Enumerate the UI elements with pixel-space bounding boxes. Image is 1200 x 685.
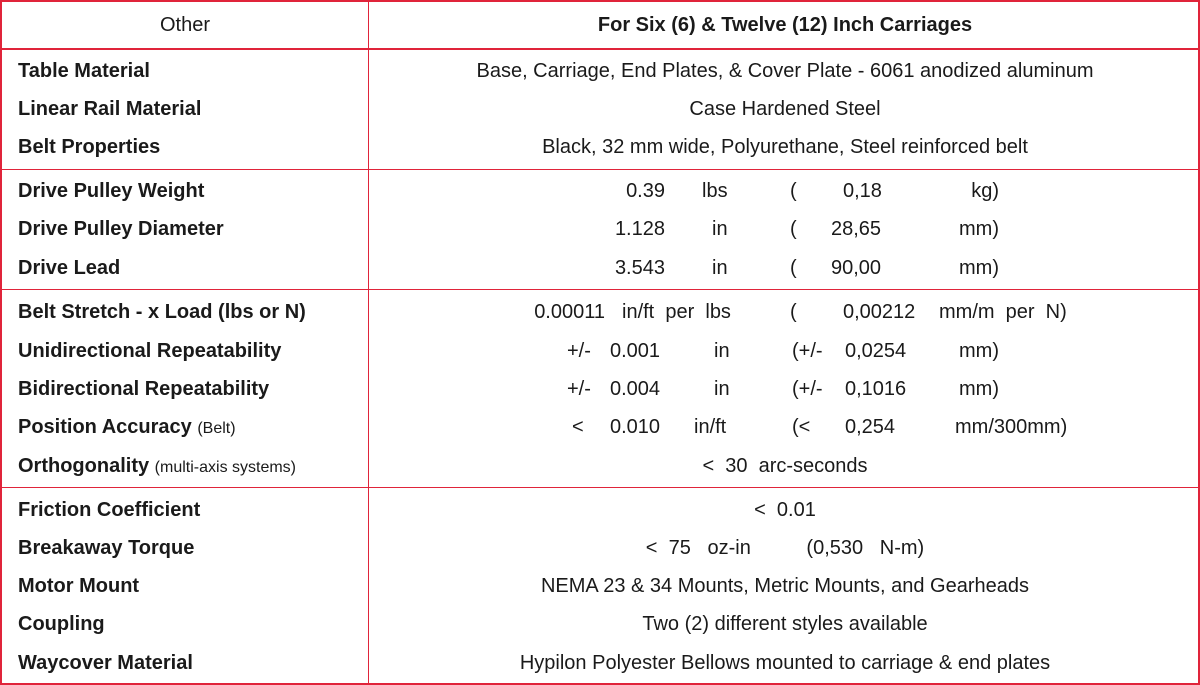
position-accuracy-metric: 0,254 xyxy=(845,416,896,438)
uni-repeat-metric-unit: mm) xyxy=(959,340,999,362)
drive-lead-metric-unit: mm) xyxy=(959,257,999,279)
pulley-diameter-open-paren: ( xyxy=(790,218,797,240)
uni-repeat-metric: 0,0254 xyxy=(845,340,907,362)
label-linear-rail-material: Linear Rail Material xyxy=(18,98,202,120)
position-accuracy-note: (Belt) xyxy=(197,420,236,437)
pulley-diameter-imperial-unit: in xyxy=(712,218,728,240)
bi-repeat-open: (+/- xyxy=(792,378,823,400)
pulley-diameter-metric: 28,65 xyxy=(831,218,882,240)
position-accuracy-imperial-unit: in/ft xyxy=(694,416,727,438)
belt-stretch-imperial: 0.00011 xyxy=(534,301,605,323)
label-drive-pulley-diameter: Drive Pulley Diameter xyxy=(18,218,224,240)
label-waycover-material: Waycover Material xyxy=(18,652,193,674)
drive-lead-imperial: 3.543 xyxy=(614,257,665,279)
label-breakaway-torque: Breakaway Torque xyxy=(18,537,195,559)
label-coupling: Coupling xyxy=(18,613,105,635)
pulley-weight-imperial: 0.39 xyxy=(626,180,665,202)
belt-stretch-open-paren: ( xyxy=(790,301,797,323)
position-accuracy-metric-unit: mm/300mm) xyxy=(955,416,1068,438)
label-position-accuracy: Position Accuracy (Belt) xyxy=(18,415,236,441)
header-divider xyxy=(2,48,1198,50)
label-friction-coefficient: Friction Coefficient xyxy=(18,499,201,521)
column-divider xyxy=(368,2,369,683)
section-divider-2 xyxy=(2,289,1198,290)
value-table-material: Base, Carriage, End Plates, & Cover Plat… xyxy=(476,60,1094,82)
value-waycover-material: Hypilon Polyester Bellows mounted to car… xyxy=(519,652,1051,674)
pulley-weight-metric: 0,18 xyxy=(843,180,882,202)
value-breakaway-torque: < 75 oz-in (0,530 N-m) xyxy=(645,537,925,559)
uni-repeat-open: (+/- xyxy=(792,340,823,362)
value-friction-coefficient: < 0.01 xyxy=(754,499,816,521)
orthogonality-note: (multi-axis systems) xyxy=(154,459,297,476)
header-carriages: For Six (6) & Twelve (12) Inch Carriages xyxy=(597,13,973,36)
uni-repeat-imperial: 0.001 xyxy=(610,340,661,362)
label-bidirectional-repeatability: Bidirectional Repeatability xyxy=(18,378,270,400)
section-divider-3 xyxy=(2,487,1198,488)
pulley-diameter-metric-unit: mm) xyxy=(959,218,999,240)
bi-repeat-metric-unit: mm) xyxy=(959,378,999,400)
pulley-weight-open-paren: ( xyxy=(790,180,797,202)
value-motor-mount: NEMA 23 & 34 Mounts, Metric Mounts, and … xyxy=(540,575,1030,597)
label-belt-stretch: Belt Stretch - x Load (lbs or N) xyxy=(18,301,306,323)
label-orthogonality: Orthogonality (multi-axis systems) xyxy=(18,454,296,480)
pulley-weight-imperial-unit: lbs xyxy=(702,180,728,202)
header-other: Other xyxy=(159,13,211,36)
drive-lead-open-paren: ( xyxy=(790,257,797,279)
bi-repeat-metric: 0,1016 xyxy=(845,378,907,400)
bi-repeat-imperial: 0.004 xyxy=(610,378,661,400)
position-accuracy-open: (< xyxy=(792,416,811,438)
uni-repeat-imperial-unit: in xyxy=(714,340,730,362)
section-divider-1 xyxy=(2,169,1198,170)
label-drive-lead: Drive Lead xyxy=(18,257,121,279)
position-accuracy-imperial: 0.010 xyxy=(610,416,661,438)
value-coupling: Two (2) different styles available xyxy=(642,613,928,635)
belt-stretch-metric: 0,00212 xyxy=(843,301,916,323)
drive-lead-imperial-unit: in xyxy=(712,257,728,279)
orthogonality-label-text: Orthogonality xyxy=(18,455,150,477)
bi-repeat-imperial-unit: in xyxy=(714,378,730,400)
uni-repeat-prefix: +/- xyxy=(567,340,591,362)
value-linear-rail-material: Case Hardened Steel xyxy=(689,98,881,120)
value-orthogonality: < 30 arc-seconds xyxy=(702,455,868,477)
pulley-weight-metric-unit: kg) xyxy=(971,180,999,202)
value-belt-properties: Black, 32 mm wide, Polyurethane, Steel r… xyxy=(542,136,1028,158)
label-drive-pulley-weight: Drive Pulley Weight xyxy=(18,180,205,202)
belt-stretch-imperial-unit: in/ft per lbs xyxy=(622,301,731,323)
label-unidirectional-repeatability: Unidirectional Repeatability xyxy=(18,340,282,362)
pulley-diameter-imperial: 1.128 xyxy=(614,218,665,240)
position-accuracy-label-text: Position Accuracy xyxy=(18,416,192,438)
drive-lead-metric: 90,00 xyxy=(831,257,882,279)
belt-stretch-metric-unit: mm/m per N) xyxy=(939,301,1067,323)
label-belt-properties: Belt Properties xyxy=(18,136,161,158)
position-accuracy-prefix: < xyxy=(572,416,584,438)
bi-repeat-prefix: +/- xyxy=(567,378,591,400)
label-table-material: Table Material xyxy=(18,60,150,82)
label-motor-mount: Motor Mount xyxy=(18,575,140,597)
